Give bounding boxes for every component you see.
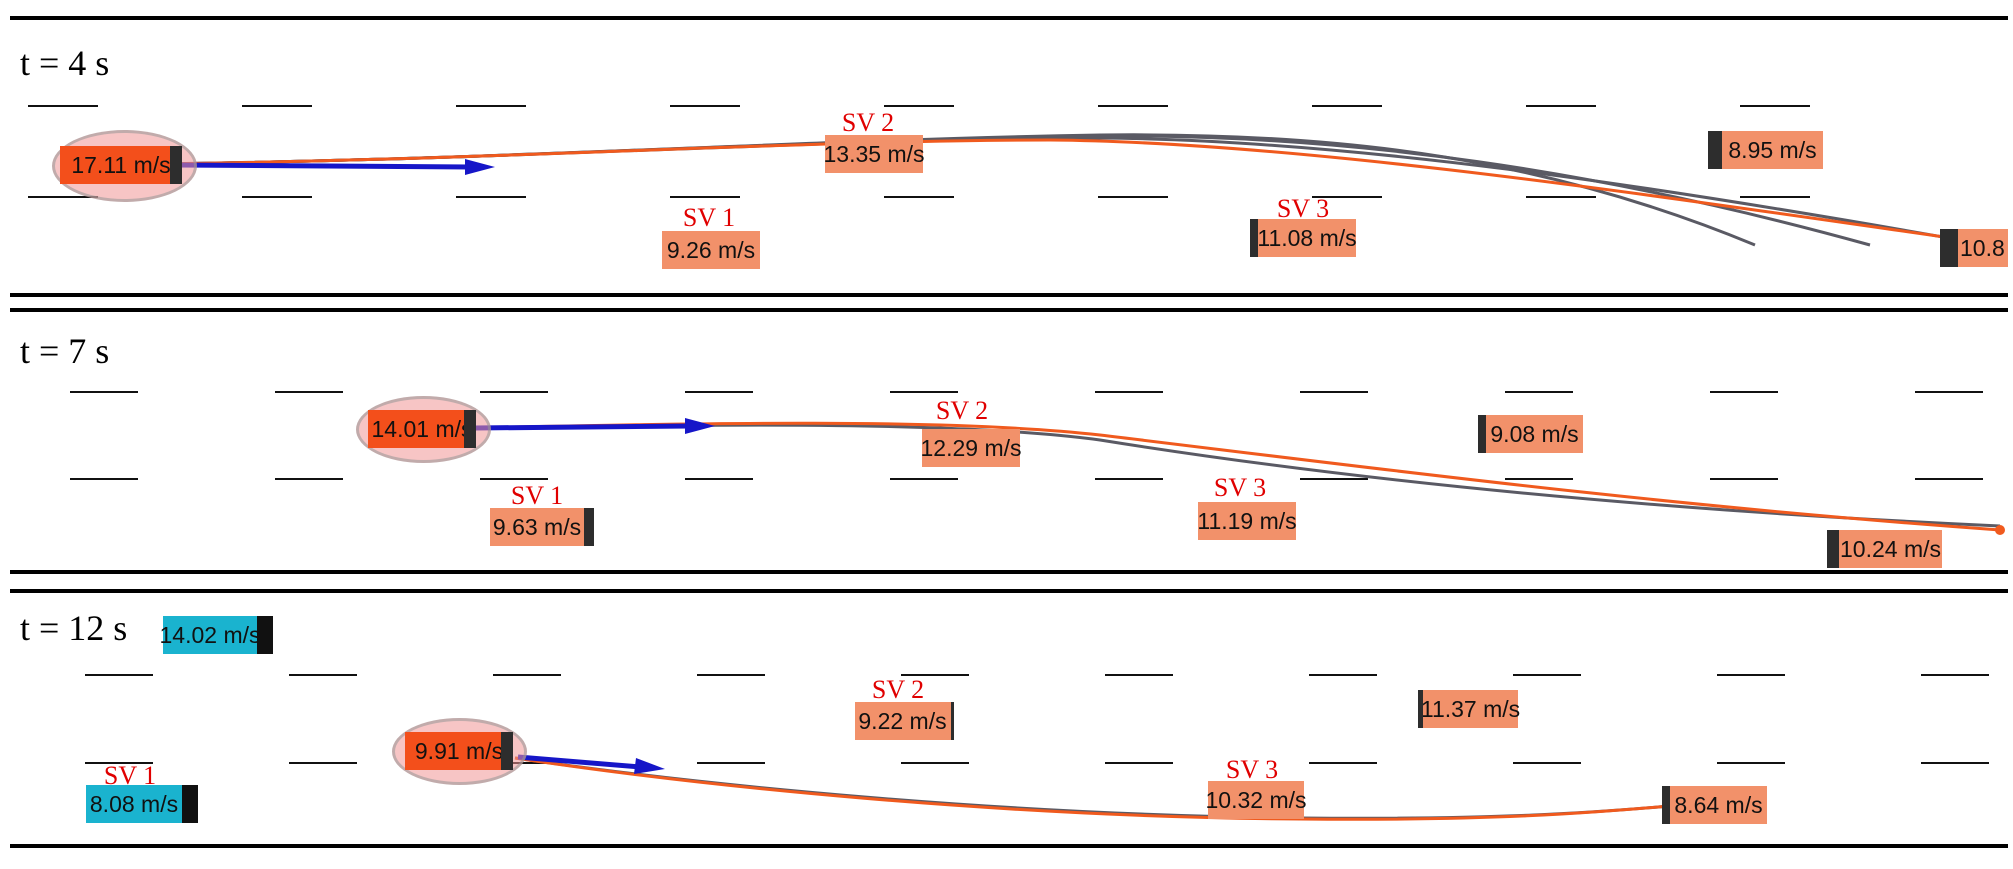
ego-vehicle: 17.11 m/s <box>60 146 182 184</box>
ego-speed: 14.01 m/s <box>371 415 473 442</box>
vehicle-speed: 8.08 m/s <box>89 790 179 817</box>
lane-markings <box>28 105 1989 764</box>
candidate-trajectory <box>469 423 2001 528</box>
panel-1-trajectories <box>149 133 1966 247</box>
road-border-bottom-2 <box>10 570 2008 574</box>
vehicle-speed: 10.8 <box>1960 234 2005 261</box>
vehicle-sv2: 9.22 m/s <box>855 702 954 740</box>
vehicle-front <box>501 732 513 770</box>
selected-trajectory <box>149 138 1966 242</box>
vehicle: 11.37 m/s <box>1418 690 1521 728</box>
vehicle-sv1: 8.08 m/s <box>86 785 198 823</box>
ego-speed: 17.11 m/s <box>71 151 171 178</box>
vehicle: 9.08 m/s <box>1478 415 1583 453</box>
vehicle-speed: 9.22 m/s <box>858 707 947 734</box>
ego-speed: 9.91 m/s <box>414 737 504 764</box>
candidate-trajectory <box>149 133 1756 247</box>
vehicle: 8.64 m/s <box>1662 786 1767 824</box>
vehicle-front <box>1708 131 1722 169</box>
vehicle-front <box>182 785 198 823</box>
vehicle-sv3: 11.19 m/s <box>1197 502 1297 540</box>
vehicle-front <box>1250 219 1258 257</box>
vehicle-sv3: 11.08 m/s <box>1250 219 1357 257</box>
panel-2-trajectories <box>469 418 2005 535</box>
plan-arrowhead <box>634 758 665 774</box>
sv-label: SV 1 <box>103 761 157 790</box>
plan-arrow <box>177 162 471 170</box>
vehicle-front <box>257 616 273 654</box>
road-border-bottom-1 <box>10 293 2008 297</box>
road-border-top-2 <box>10 308 2008 312</box>
vehicle-speed: 11.08 m/s <box>1257 224 1357 251</box>
ego-vehicle: 14.01 m/s <box>368 410 476 448</box>
vehicle-sv2: 12.29 m/s <box>920 429 1022 467</box>
sv-label: SV 2 <box>871 675 925 704</box>
vehicle-other-lane: 14.02 m/s <box>159 616 273 654</box>
vehicle: 10.8 <box>1940 229 2008 267</box>
vehicle-speed: 13.35 m/s <box>823 140 925 167</box>
sv-label: SV 3 <box>1276 194 1330 223</box>
vehicle-speed: 8.95 m/s <box>1728 136 1817 163</box>
vehicle-sv2: 13.35 m/s <box>823 135 925 173</box>
vehicle-front <box>951 702 954 740</box>
trajectory-endpoint <box>1995 525 2005 535</box>
plan-arrowhead <box>465 159 495 175</box>
vehicle-speed: 12.29 m/s <box>920 434 1022 461</box>
plan-arrow <box>474 423 691 431</box>
vehicle-sv1: 9.63 m/s <box>490 508 594 546</box>
vehicle-speed: 11.37 m/s <box>1420 695 1521 722</box>
vehicle-front <box>584 508 594 546</box>
sv-label: SV 1 <box>682 203 736 232</box>
vehicle-speed: 9.63 m/s <box>492 513 582 540</box>
sv-label: SV 2 <box>841 108 895 137</box>
panel-3-trajectories <box>514 754 1671 821</box>
plan-arrow <box>517 754 641 770</box>
vehicle-speed: 11.19 m/s <box>1197 507 1297 534</box>
vehicle: 10.24 m/s <box>1827 530 1942 568</box>
vehicle-sv1: 9.26 m/s <box>662 231 760 269</box>
vehicle-front <box>1940 229 1958 267</box>
sv-label: SV 3 <box>1225 755 1279 784</box>
vehicle-front <box>1478 415 1486 453</box>
vehicle-speed: 14.02 m/s <box>159 621 261 648</box>
vehicle: 8.95 m/s <box>1708 131 1823 169</box>
vehicle-front <box>170 146 182 184</box>
plan-arrowhead <box>685 418 715 434</box>
vehicle-front <box>1418 690 1423 728</box>
sv-label: SV 3 <box>1213 473 1267 502</box>
selected-trajectory <box>514 756 1671 821</box>
time-label: t = 7 s <box>20 331 110 371</box>
vehicle-front <box>464 410 476 448</box>
sv-label: SV 2 <box>935 396 989 425</box>
candidate-trajectory <box>514 756 1671 820</box>
ego-vehicle: 9.91 m/s <box>405 732 513 770</box>
sv-label: SV 1 <box>510 481 564 510</box>
vehicle-speed: 9.26 m/s <box>666 236 756 263</box>
vehicle-speed: 10.32 m/s <box>1205 786 1307 813</box>
selected-trajectory <box>469 421 2001 532</box>
time-label: t = 12 s <box>20 608 128 648</box>
vehicle-speed: 10.24 m/s <box>1840 535 1941 562</box>
vehicle-speed: 8.64 m/s <box>1674 791 1763 818</box>
time-label: t = 4 s <box>20 43 110 83</box>
vehicle-sv3: 10.32 m/s <box>1205 781 1307 819</box>
vehicle-speed: 9.08 m/s <box>1490 420 1579 447</box>
vehicle-front <box>1827 530 1839 568</box>
road-border-top-3 <box>10 589 2008 593</box>
road-border-bottom-3 <box>10 844 2008 848</box>
road-border-top-1 <box>10 16 2008 20</box>
candidate-trajectory <box>149 136 1961 242</box>
vehicle-front <box>1662 786 1670 824</box>
